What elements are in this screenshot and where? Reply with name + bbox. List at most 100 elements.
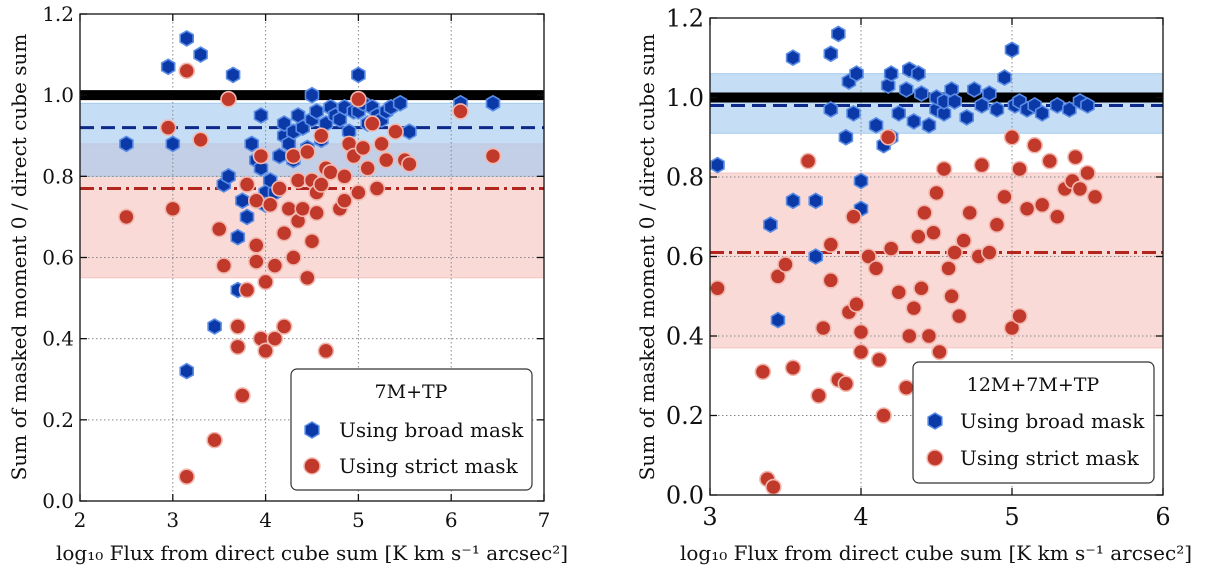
data-point-strict — [870, 351, 888, 369]
legend-box-left — [290, 368, 533, 491]
data-point-strict — [901, 327, 918, 345]
data-point-strict — [940, 260, 957, 277]
data-point-strict — [368, 180, 386, 197]
data-point-broad — [959, 108, 975, 126]
data-point-broad — [207, 318, 222, 335]
data-point-strict — [913, 279, 930, 297]
data-point-broad — [309, 102, 324, 120]
data-point-strict — [905, 299, 923, 317]
x-tick-label: 7 — [538, 508, 551, 532]
x-tick-label: 4 — [853, 503, 868, 531]
y-tick-label: 0.2 — [666, 402, 704, 430]
median-lines-right — [710, 103, 1163, 255]
data-point-strict — [765, 478, 782, 496]
data-point-strict — [943, 287, 960, 305]
data-point-strict — [312, 176, 330, 193]
data-point-strict — [159, 119, 177, 136]
data-point-broad — [304, 86, 320, 104]
data-point-broad — [235, 192, 250, 210]
data-point-broad — [883, 65, 899, 83]
data-point-strict — [299, 269, 316, 287]
data-point-broad — [891, 104, 907, 122]
data-point-strict — [1033, 196, 1051, 214]
ticks-left: 2 3 4 5 6 7 0.0 0.2 0.4 0.6 0.8 1.0 1.2 — [42, 2, 550, 532]
y-tick-label: 0.6 — [42, 246, 74, 270]
y-tick-label: 1.2 — [666, 4, 704, 32]
data-point-strict — [1003, 319, 1021, 337]
data-point-strict — [1018, 200, 1036, 218]
data-point-strict — [234, 387, 251, 404]
data-point-strict — [946, 244, 963, 261]
data-point-strict — [882, 240, 900, 257]
data-point-broad — [831, 25, 846, 43]
data-point-strict — [822, 272, 840, 289]
y-tick-label: 1.0 — [42, 83, 74, 107]
data-point-strict — [377, 151, 395, 169]
data-point-strict — [1079, 164, 1096, 182]
data-point-strict — [784, 359, 802, 377]
y-tick-label: 0.2 — [42, 408, 74, 432]
data-point-strict — [1086, 188, 1104, 206]
x-tick-label: 6 — [1155, 503, 1170, 531]
data-point-strict — [890, 283, 908, 301]
legend-strict-label-right: Using strict mask — [960, 446, 1140, 470]
data-point-strict — [285, 249, 302, 266]
data-point-broad — [911, 65, 926, 83]
y-tick-label: 0.8 — [666, 163, 704, 191]
data-point-strict — [814, 319, 832, 337]
data-point-strict — [852, 323, 870, 341]
data-point-strict — [229, 318, 247, 335]
data-point-broad — [351, 66, 366, 84]
data-point-broad — [179, 362, 194, 380]
y-tick-label: 0.4 — [42, 327, 74, 351]
data-point-strict — [867, 260, 885, 277]
data-point-strict — [350, 184, 367, 201]
data-point-strict — [308, 204, 325, 222]
x-tick-label: 4 — [259, 508, 272, 532]
x-tick-label: 2 — [74, 508, 87, 532]
chart-right: 3 4 5 6 0.0 0.2 0.4 0.6 0.8 1.0 1.2 log₁₀ Flux fro… — [635, 4, 1192, 565]
y-axis-label-left: Sum of masked moment 0 / direct cube sum — [7, 34, 31, 481]
data-point-strict — [336, 168, 353, 185]
data-point-strict — [285, 147, 302, 165]
data-point-strict — [252, 147, 270, 165]
data-point-strict — [350, 90, 367, 108]
data-point-strict — [248, 192, 265, 209]
data-point-strict — [257, 342, 274, 360]
data-point-broad — [221, 167, 236, 185]
data-point-broad — [230, 228, 246, 246]
legend-strict-marker-right — [926, 449, 944, 467]
data-point-strict — [996, 188, 1013, 206]
data-point-strict — [845, 208, 862, 226]
data-point-strict — [206, 431, 223, 449]
data-point-strict — [799, 152, 817, 170]
y-axis-label-right: Sum of masked moment 0 / direct cube sum — [635, 34, 659, 481]
data-point-broad — [936, 104, 952, 122]
y-tick-label: 1.2 — [42, 2, 74, 26]
data-point-strict — [777, 256, 794, 273]
data-point-strict — [275, 318, 293, 335]
data-point-broad — [710, 156, 725, 174]
data-point-broad — [838, 128, 854, 146]
data-point-strict — [364, 115, 381, 132]
y-tick-label: 0.8 — [42, 164, 74, 188]
data-point-broad — [823, 100, 839, 118]
data-point-strict — [1026, 136, 1043, 154]
y-tick-label: 0.4 — [666, 322, 704, 350]
data-point-strict — [261, 196, 279, 214]
data-point-strict — [164, 200, 182, 218]
data-point-strict — [210, 220, 228, 238]
data-point-broad — [253, 107, 269, 124]
data-point-strict — [401, 155, 418, 173]
y-tick-label: 1.0 — [666, 84, 704, 112]
x-tick-label: 6 — [445, 508, 458, 532]
data-point-broad — [119, 135, 134, 153]
data-point-strict — [709, 279, 726, 297]
data-point-broad — [332, 111, 348, 128]
data-point-broad — [1080, 96, 1095, 114]
data-point-strict — [336, 192, 353, 209]
data-point-strict — [452, 103, 469, 120]
data-point-strict — [266, 330, 284, 347]
data-point-strict — [215, 257, 233, 274]
